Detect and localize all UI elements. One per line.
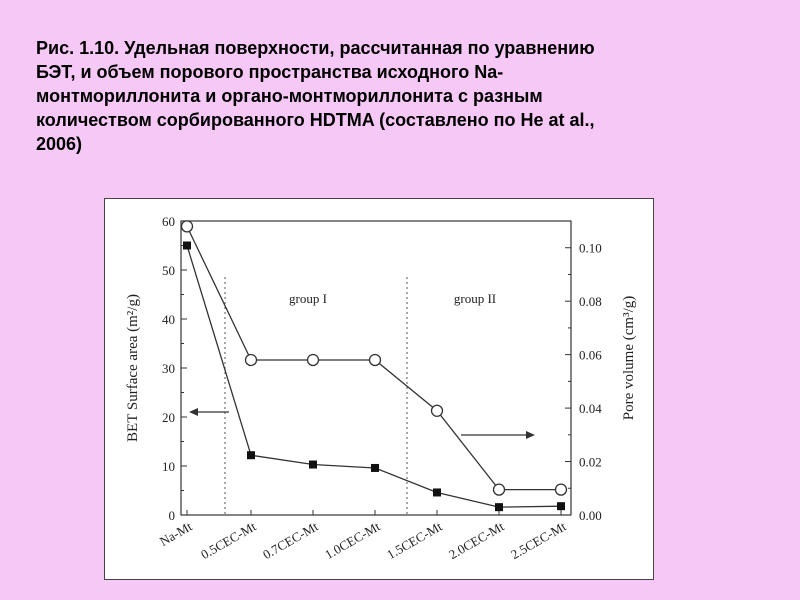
x-tick-label: 1.5CEC-Mt — [384, 518, 445, 562]
y-right-tick-label: 0.02 — [579, 455, 602, 470]
data-point-square — [371, 463, 379, 472]
y-left-tick-label: 10 — [162, 459, 175, 474]
y-left-tick-label: 0 — [169, 508, 176, 523]
y-left-tick-label: 30 — [162, 361, 175, 376]
data-point-circle — [306, 353, 320, 367]
data-point-square — [183, 241, 191, 250]
x-tick-label: 0.5CEC-Mt — [198, 518, 259, 562]
y-left-tick-label: 40 — [162, 312, 175, 327]
y-right-tick-label: 0.00 — [579, 508, 602, 523]
x-tick-label: 0.7CEC-Mt — [260, 518, 321, 562]
caption-line: БЭТ, и объем порового пространства исход… — [36, 62, 504, 82]
x-tick-label: Na-Mt — [157, 518, 195, 549]
chart-figure: 0 10 20 30 40 50 60 0.00 0.02 0.04 0.06 0.08 0.10 Na-… — [104, 198, 654, 580]
dual-axis-line-chart: 0 10 20 30 40 50 60 0.00 0.02 0.04 0.06 0.08 0.10 Na-… — [125, 214, 637, 562]
group-label: group II — [454, 291, 496, 306]
y-right-tick-label: 0.06 — [579, 348, 602, 363]
data-point-square — [557, 502, 565, 511]
y-left-tick-label: 50 — [162, 263, 175, 278]
caption-line: количеством сорбированного HDTMA (состав… — [36, 110, 595, 130]
data-point-circle — [180, 220, 194, 233]
group-label: group I — [289, 291, 327, 306]
arrow-left-head — [189, 408, 198, 416]
data-point-circle — [368, 353, 382, 367]
caption-line: монтмориллонита и органо-монтмориллонита… — [36, 86, 543, 106]
data-point-square — [495, 503, 503, 512]
data-point-circle — [430, 404, 444, 417]
y-left-tick-label: 20 — [162, 410, 175, 425]
y-right-tick-label: 0.10 — [579, 241, 602, 256]
y-right-tick-label: 0.08 — [579, 294, 602, 309]
arrow-right-head — [526, 431, 535, 439]
x-tick-label: 1.0CEC-Mt — [322, 518, 383, 562]
data-point-square — [433, 488, 441, 497]
data-point-square — [309, 460, 317, 469]
data-point-circle — [244, 353, 258, 367]
caption-line: Рис. 1.10. Удельная поверхности, рассчит… — [36, 38, 595, 58]
data-point-square — [247, 451, 255, 460]
x-tick-label: 2.5CEC-Mt — [508, 518, 569, 562]
figure-caption: Рис. 1.10. Удельная поверхности, рассчит… — [36, 36, 736, 156]
caption-line: 2006) — [36, 134, 83, 154]
data-point-circle — [554, 483, 568, 496]
y-right-tick-label: 0.04 — [579, 401, 602, 416]
x-tick-label: 2.0CEC-Mt — [446, 518, 507, 562]
y-left-axis-title: BET Surface area (m²/g) — [125, 294, 141, 442]
data-point-circle — [492, 483, 506, 496]
y-left-tick-label: 60 — [162, 214, 175, 229]
y-right-axis-title: Pore volume (cm³/g) — [621, 296, 637, 420]
